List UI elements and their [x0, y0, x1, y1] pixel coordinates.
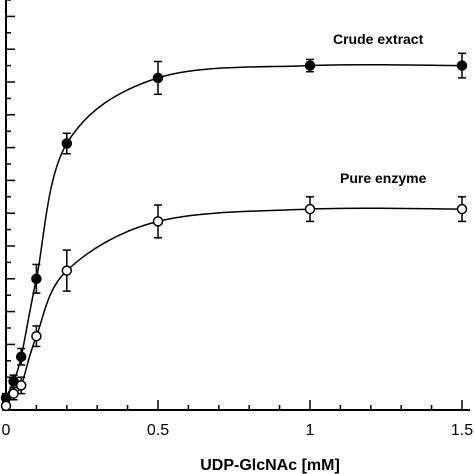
data-point [304, 203, 316, 215]
x-tick-label: 0 [2, 422, 11, 439]
data-point [304, 60, 316, 71]
data-point [8, 388, 19, 399]
series-line-1 [5, 207, 463, 407]
data-point [15, 351, 27, 362]
axes [5, 0, 470, 411]
series-line-0 [5, 63, 463, 399]
data-point [31, 330, 42, 342]
x-tick-label: 1.5 [451, 422, 473, 439]
data-point [61, 138, 73, 149]
data-point [456, 203, 468, 215]
x-tick-label: 1 [306, 422, 315, 439]
series-label-pure-enzyme: Pure enzyme [340, 170, 427, 186]
data-point [31, 273, 42, 285]
data-point [456, 60, 468, 71]
data-point [152, 72, 164, 84]
data-point [0, 400, 12, 412]
series-label-crude-extract: Crude extract [333, 31, 424, 47]
x-tick-label: 0.5 [147, 422, 169, 439]
data-point [152, 216, 164, 227]
error-bars [2, 52, 466, 411]
data-point [15, 380, 27, 391]
tick-labels: 0 0.5 1 1.5 [2, 422, 474, 439]
fit-curves [5, 63, 463, 407]
x-axis-title: UDP-GlcNAc [mM] [200, 457, 340, 474]
data-points [0, 60, 468, 412]
data-point [61, 265, 73, 276]
